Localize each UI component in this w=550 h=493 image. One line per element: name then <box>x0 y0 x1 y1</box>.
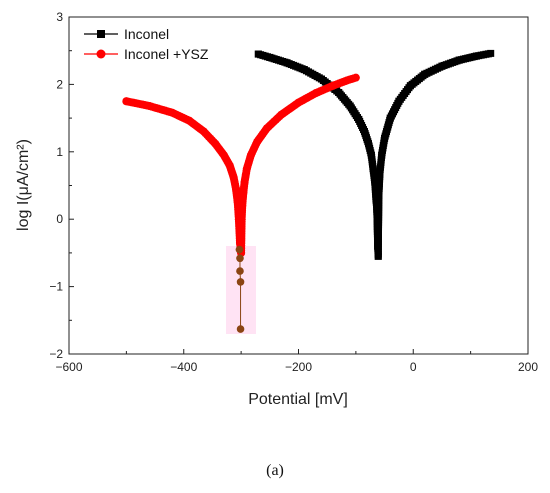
data-point <box>360 128 368 136</box>
data-point <box>328 81 337 90</box>
y-tick-label: 1 <box>56 145 63 159</box>
data-point <box>373 215 381 223</box>
data-point <box>237 215 246 224</box>
y-tick-label: 0 <box>56 212 63 226</box>
x-axis-title: Potential [mV] <box>248 391 348 408</box>
data-point <box>253 137 262 146</box>
data-point <box>374 242 382 250</box>
y-tick-label: −2 <box>49 347 63 361</box>
data-point <box>376 168 384 176</box>
data-point <box>421 70 429 78</box>
data-point <box>294 98 303 107</box>
data-point <box>235 238 244 247</box>
legend-label: Inconel +YSZ <box>124 46 209 62</box>
data-point <box>145 101 154 110</box>
data-point <box>240 178 249 187</box>
data-point <box>242 164 251 173</box>
panel-label: (a) <box>266 462 284 479</box>
data-point <box>371 178 379 186</box>
data-point <box>343 76 352 85</box>
data-point <box>355 115 363 123</box>
y-tick-label: 3 <box>56 10 63 24</box>
data-point <box>455 56 463 64</box>
x-tick-label: 0 <box>410 360 417 374</box>
legend-marker <box>96 49 106 59</box>
data-point <box>235 245 244 254</box>
y-tick-label: −1 <box>49 280 63 294</box>
x-tick-label: −600 <box>55 360 82 374</box>
data-point <box>199 127 208 136</box>
data-point <box>219 151 228 160</box>
data-point <box>373 200 381 208</box>
data-point <box>406 82 414 90</box>
data-point <box>351 73 360 82</box>
data-point <box>335 88 343 96</box>
data-point <box>229 173 238 182</box>
legend-label: Inconel <box>124 26 169 42</box>
data-point <box>311 89 320 98</box>
data-point <box>375 192 383 200</box>
data-point <box>472 52 480 60</box>
data-point <box>122 97 131 106</box>
data-point <box>487 49 495 57</box>
data-point <box>381 134 389 142</box>
data-point <box>317 75 325 83</box>
axes-layer: −600 −400 −200 0 200 −2 −1 0 1 2 3 <box>49 10 538 374</box>
x-tick-label: −200 <box>285 360 312 374</box>
data-point <box>211 139 220 148</box>
data-point <box>239 188 248 197</box>
data-point <box>238 201 247 210</box>
data-point <box>346 102 354 110</box>
data-point <box>231 184 240 193</box>
data-point <box>386 114 394 122</box>
data-point <box>236 278 245 286</box>
data-point <box>300 66 308 74</box>
plot-layer <box>122 49 495 333</box>
data-point <box>395 97 403 105</box>
legend: Inconel Inconel +YSZ <box>84 26 209 62</box>
data-point <box>378 151 386 159</box>
x-tick-label: 200 <box>518 360 538 374</box>
data-point <box>185 116 194 125</box>
x-tick-label: −400 <box>170 360 197 374</box>
data-point <box>168 108 177 117</box>
data-point <box>246 151 255 160</box>
data-point <box>225 161 234 170</box>
data-point <box>367 151 375 159</box>
data-point <box>277 110 286 119</box>
legend-marker <box>97 30 105 38</box>
data-point <box>262 124 271 133</box>
data-point <box>254 50 262 58</box>
data-point <box>364 140 372 148</box>
data-point <box>236 325 245 333</box>
data-point <box>438 62 446 70</box>
data-point <box>369 165 377 173</box>
data-point <box>283 59 291 67</box>
data-point <box>236 267 244 275</box>
data-point <box>266 53 274 61</box>
data-point <box>236 254 244 263</box>
y-axis-title: log I(μA/cm²) <box>15 139 32 231</box>
data-point <box>374 252 382 260</box>
y-tick-label: 2 <box>56 77 63 91</box>
